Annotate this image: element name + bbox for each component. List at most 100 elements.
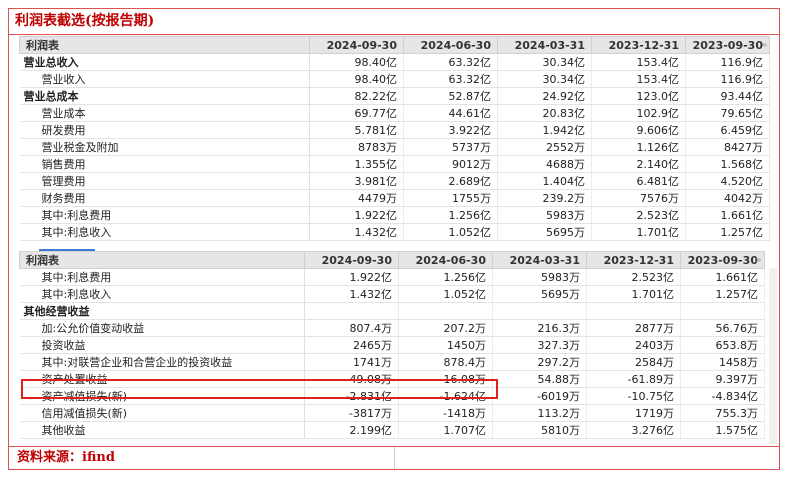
source-label: 资料来源：ifind [17, 450, 115, 465]
cell-value [398, 302, 493, 320]
cell-value: 2.140亿 [591, 155, 686, 173]
cell-value: 1.052亿 [398, 285, 493, 303]
cell-value: 4479万 [309, 189, 404, 207]
cell-value: -61.89万 [586, 370, 681, 388]
row-label: 加:公允价值变动收益 [19, 319, 305, 337]
row-label: 其中:对联营企业和合营企业的投资收益 [19, 353, 305, 371]
cell-value: 216.3万 [492, 319, 587, 337]
vertical-scrollbar[interactable] [769, 268, 777, 444]
table-row: 其中:对联营企业和合营企业的投资收益 1741万 878.4万 297.2万 2584万… [19, 353, 765, 371]
cell-value: 1755万 [403, 189, 498, 207]
row-label: 信用减值损失(新) [19, 404, 305, 422]
row-label: 营业总成本 [19, 87, 310, 105]
cell-value: 153.4亿 [591, 53, 686, 71]
table-header-period[interactable]: 2023-09-30 [685, 36, 770, 54]
table-header-period[interactable]: 2024-06-30 [403, 36, 498, 54]
row-label: 营业总收入 [19, 53, 310, 71]
cell-value: 116.9亿 [685, 53, 770, 71]
cell-value: 5695万 [492, 285, 587, 303]
cell-value: 327.3万 [492, 336, 587, 354]
cell-value: 5695万 [497, 223, 592, 241]
row-label: 其中:利息费用 [19, 268, 305, 286]
cell-value: 2584万 [586, 353, 681, 371]
cell-value: 56.76万 [680, 319, 765, 337]
cell-value: 44.61亿 [403, 104, 498, 122]
table-header-label[interactable]: 利润表 [19, 251, 305, 269]
table-header-period[interactable]: 2024-03-31 [492, 251, 587, 269]
cell-value [492, 302, 587, 320]
cell-value: 755.3万 [680, 404, 765, 422]
row-label: 销售费用 [19, 155, 310, 173]
cell-value: 8427万 [685, 138, 770, 156]
table-row: 营业总成本 82.22亿 52.87亿 24.92亿 123.0亿 93.44亿 [19, 87, 770, 105]
cell-value [586, 302, 681, 320]
table-row: 研发费用 5.781亿 3.922亿 1.942亿 9.606亿 6.459亿 [19, 121, 770, 139]
cell-value: 102.9亿 [591, 104, 686, 122]
cell-value: 2.523亿 [591, 206, 686, 224]
cell-value: 3.981亿 [309, 172, 404, 190]
table-row: 营业收入 98.40亿 63.32亿 30.34亿 153.4亿 116.9亿 [19, 70, 770, 88]
table-header-period[interactable]: 2023-09-30 [680, 251, 765, 269]
table-header-period[interactable]: 2024-09-30 [304, 251, 399, 269]
cell-value: 5737万 [403, 138, 498, 156]
row-label: 财务费用 [19, 189, 310, 207]
scroll-right-icon[interactable]: » [755, 253, 762, 266]
cell-value: 63.32亿 [403, 70, 498, 88]
table-header-period[interactable]: 2023-12-31 [586, 251, 681, 269]
table-header-period[interactable]: 2024-06-30 [398, 251, 493, 269]
cell-value: 2877万 [586, 319, 681, 337]
cell-value: 1.126亿 [591, 138, 686, 156]
cell-value: -10.75亿 [586, 387, 681, 405]
table-header-period[interactable]: 2024-03-31 [497, 36, 592, 54]
table-header-period[interactable]: 2024-09-30 [309, 36, 404, 54]
table-header-label[interactable]: 利润表 [19, 36, 310, 54]
row-label: 营业收入 [19, 70, 310, 88]
cell-value: 1.404亿 [497, 172, 592, 190]
cell-value: 123.0亿 [591, 87, 686, 105]
cell-value: 1.575亿 [680, 421, 765, 439]
cell-value: 1.922亿 [304, 268, 399, 286]
cell-value: 297.2万 [492, 353, 587, 371]
cell-value [304, 302, 399, 320]
report-title: 利润表截选(按报告期) [9, 9, 779, 35]
row-label: 资产减值损失(新) [19, 387, 305, 405]
cell-value: 20.83亿 [497, 104, 592, 122]
cell-value: 9.606亿 [591, 121, 686, 139]
table-row: 其中:利息收入 1.432亿 1.052亿 5695万 1.701亿 1.257亿 [19, 285, 765, 303]
cell-value: 113.2万 [492, 404, 587, 422]
table-row: 营业总收入 98.40亿 63.32亿 30.34亿 153.4亿 116.9亿 [19, 53, 770, 71]
cell-value: 98.40亿 [309, 70, 404, 88]
cell-value: 2.689亿 [403, 172, 498, 190]
cell-value: 1.942亿 [497, 121, 592, 139]
income-statement-panel-1: 利润表 2024-09-30 2024-06-30 2024-03-31 2023-12… [19, 36, 770, 241]
cell-value: -3817万 [304, 404, 399, 422]
table-row: 其他经营收益 [19, 302, 765, 320]
cell-value: 207.2万 [398, 319, 493, 337]
cell-value: 1.257亿 [680, 285, 765, 303]
cell-value: 8783万 [309, 138, 404, 156]
cell-value: 2552万 [497, 138, 592, 156]
table-header-period[interactable]: 2023-12-31 [591, 36, 686, 54]
cell-value: 5810万 [492, 421, 587, 439]
row-label: 其中:利息收入 [19, 285, 305, 303]
cell-value: 4688万 [497, 155, 592, 173]
row-label: 其他收益 [19, 421, 305, 439]
cell-value: 878.4万 [398, 353, 493, 371]
footer-divider [394, 447, 395, 469]
table-row: 管理费用 3.981亿 2.689亿 1.404亿 6.481亿 4.520亿 [19, 172, 770, 190]
scroll-right-icon[interactable]: » [761, 38, 768, 51]
cell-value: 2.523亿 [586, 268, 681, 286]
cell-value: 1.922亿 [309, 206, 404, 224]
table-row: 资产减值损失(新) -2.831亿 -1.624亿 -6019万 -10.75亿 -4.8… [19, 387, 765, 405]
cell-value: 3.922亿 [403, 121, 498, 139]
cell-value: 2403万 [586, 336, 681, 354]
cell-value: 5983万 [492, 268, 587, 286]
cell-value: 1458万 [680, 353, 765, 371]
cell-value: 2.199亿 [304, 421, 399, 439]
table-row: 投资收益 2465万 1450万 327.3万 2403万 653.8万 [19, 336, 765, 354]
cell-value: 7576万 [591, 189, 686, 207]
cell-value: 153.4亿 [591, 70, 686, 88]
cell-value: 9.397万 [680, 370, 765, 388]
cell-value: 1.701亿 [591, 223, 686, 241]
cell-value: 54.88万 [492, 370, 587, 388]
